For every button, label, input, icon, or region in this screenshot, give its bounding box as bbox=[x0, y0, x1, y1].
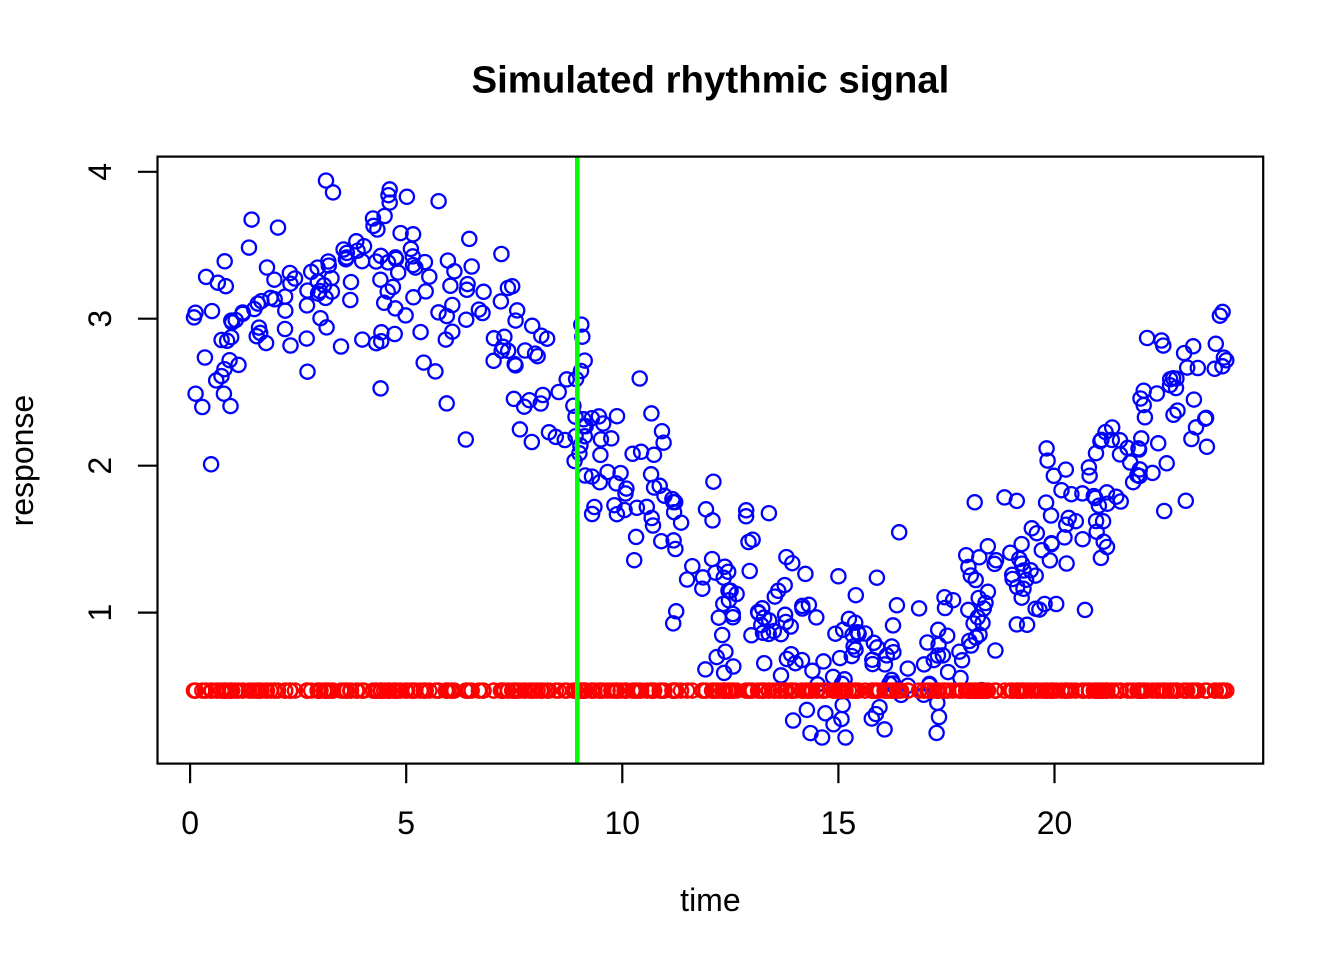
svg-text:5: 5 bbox=[397, 805, 415, 841]
svg-text:Simulated rhythmic signal: Simulated rhythmic signal bbox=[471, 59, 949, 102]
svg-text:4: 4 bbox=[82, 163, 118, 181]
svg-text:response: response bbox=[4, 395, 40, 527]
svg-text:2: 2 bbox=[82, 457, 118, 475]
svg-text:1: 1 bbox=[82, 604, 118, 622]
svg-text:20: 20 bbox=[1037, 805, 1073, 841]
svg-text:3: 3 bbox=[82, 310, 118, 328]
svg-text:10: 10 bbox=[605, 805, 641, 841]
svg-text:time: time bbox=[680, 882, 740, 918]
svg-text:0: 0 bbox=[181, 805, 199, 841]
svg-text:15: 15 bbox=[821, 805, 857, 841]
